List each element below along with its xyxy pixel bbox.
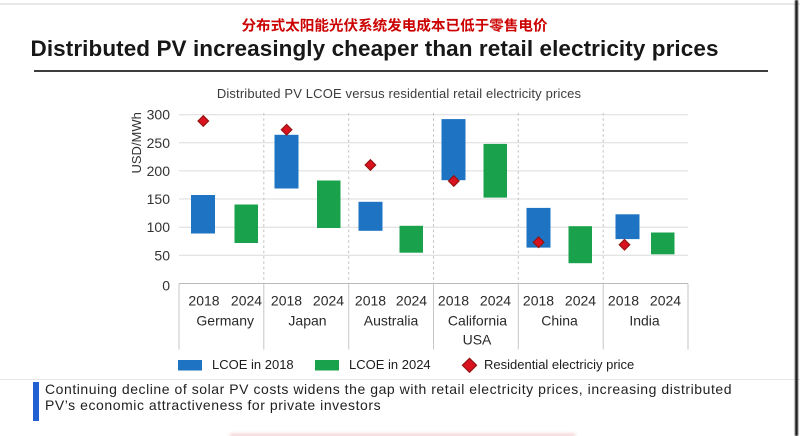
svg-text:2024: 2024 (565, 292, 596, 308)
svg-text:2018: 2018 (271, 292, 302, 308)
svg-text:2024: 2024 (313, 292, 344, 308)
svg-text:Residential electriciy price: Residential electriciy price (484, 357, 634, 372)
svg-text:2024: 2024 (396, 292, 427, 308)
svg-text:0: 0 (162, 278, 170, 294)
svg-text:Australia: Australia (364, 313, 419, 329)
svg-text:250: 250 (147, 135, 171, 151)
svg-text:2018: 2018 (188, 292, 219, 308)
svg-text:100: 100 (147, 219, 171, 235)
svg-text:USA: USA (463, 332, 492, 348)
svg-text:2018: 2018 (608, 292, 639, 308)
svg-text:150: 150 (147, 191, 171, 207)
svg-text:2024: 2024 (480, 292, 511, 308)
svg-text:50: 50 (154, 247, 170, 263)
svg-text:2024: 2024 (650, 292, 681, 308)
svg-text:2018: 2018 (355, 292, 386, 308)
svg-text:2018: 2018 (438, 292, 469, 308)
svg-text:Germany: Germany (196, 313, 254, 329)
svg-text:California: California (448, 313, 507, 329)
svg-text:200: 200 (147, 163, 171, 179)
svg-text:USD/MWh: USD/MWh (129, 112, 144, 173)
svg-text:LCOE in 2018: LCOE in 2018 (212, 357, 294, 372)
svg-text:300: 300 (147, 107, 171, 123)
svg-text:2018: 2018 (523, 292, 554, 308)
svg-text:Japan: Japan (288, 313, 326, 329)
svg-text:LCOE in 2024: LCOE in 2024 (349, 357, 431, 372)
svg-text:China: China (541, 313, 578, 329)
svg-text:2024: 2024 (231, 292, 262, 308)
svg-text:India: India (629, 313, 660, 329)
